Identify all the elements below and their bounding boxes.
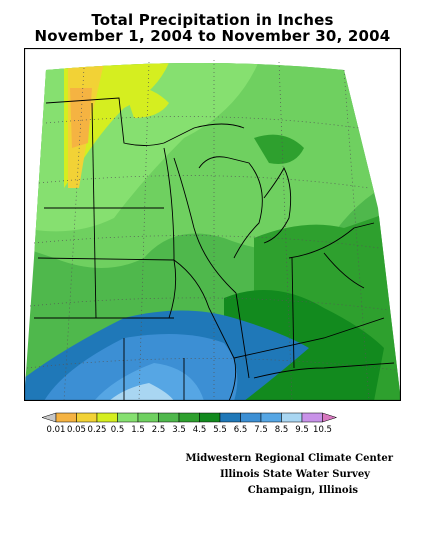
legend-swatch (158, 412, 180, 423)
legend-swatch (41, 412, 57, 423)
legend-swatch (199, 412, 221, 423)
legend-swatch (301, 412, 323, 423)
map-date-range: November 1, 2004 to November 30, 2004 (34, 27, 391, 45)
precip-field (24, 63, 401, 401)
graticule (26, 60, 397, 401)
legend-swatch (240, 412, 262, 423)
legend-label: 10.5 (313, 425, 332, 435)
credit-line-3: Champaign, Illinois (247, 485, 358, 496)
legend-label: 6.5 (234, 425, 248, 435)
legend-swatch (219, 412, 241, 423)
legend-label: 0.05 (67, 425, 86, 435)
legend-swatch (55, 412, 77, 423)
legend-label: 3.5 (172, 425, 186, 435)
legend-label: 5.5 (213, 425, 227, 435)
legend-label: 7.5 (254, 425, 268, 435)
legend-swatch (281, 412, 303, 423)
precipitation-map (24, 48, 401, 401)
credit-line-2: Illinois State Water Survey (219, 469, 370, 480)
legend-label: 0.5 (111, 425, 125, 435)
legend-label: 4.5 (193, 425, 207, 435)
color-legend: 0.01 0.05 0.25 0.5 1.5 2.5 3.5 4.5 5.5 6.5 7.5 8.5 9… (41, 412, 338, 435)
legend-swatch (137, 412, 159, 423)
legend-swatch (260, 412, 282, 423)
legend-swatch (178, 412, 200, 423)
legend-label: 0.25 (88, 425, 107, 435)
map-title: Total Precipitation in Inches (91, 11, 334, 29)
boundaries (34, 97, 395, 401)
legend-swatch (76, 412, 98, 423)
legend-label: 8.5 (275, 425, 289, 435)
legend-label: 9.5 (295, 425, 309, 435)
legend-swatch (96, 412, 118, 423)
legend-label: 2.5 (152, 425, 166, 435)
legend-label: 1.5 (131, 425, 145, 435)
legend-swatch (322, 412, 338, 423)
legend-swatch (117, 412, 139, 423)
credit-line-1: Midwestern Regional Climate Center (185, 453, 393, 464)
legend-label: 0.01 (47, 425, 66, 435)
